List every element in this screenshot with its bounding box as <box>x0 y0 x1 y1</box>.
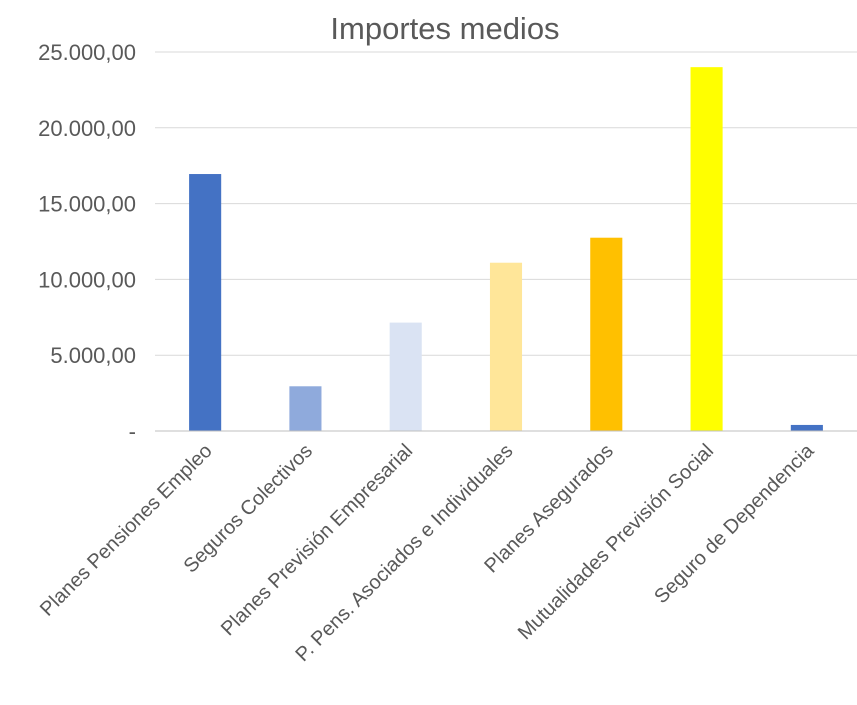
x-category-label: Mutualidades Previsión Social <box>514 440 718 644</box>
bar <box>489 262 523 431</box>
x-category-label: Seguro de Dependencia <box>650 439 819 608</box>
bars <box>189 67 823 431</box>
gridlines <box>155 51 857 356</box>
bar <box>590 237 623 431</box>
bar <box>690 67 723 431</box>
bar <box>289 386 322 431</box>
y-tick-label: 10.000,00 <box>38 267 136 292</box>
bar <box>389 322 422 431</box>
y-tick-label: 5.000,00 <box>50 343 136 368</box>
x-category-label: P. Pens. Asociados e Individuales <box>292 440 518 666</box>
y-tick-label: 25.000,00 <box>38 40 136 65</box>
y-tick-label: - <box>129 419 136 444</box>
y-tick-label: 15.000,00 <box>38 192 136 217</box>
bar <box>189 174 222 431</box>
bar <box>790 424 823 431</box>
y-tick-label: 20.000,00 <box>38 116 136 141</box>
chart-title: Importes medios <box>330 11 559 46</box>
y-axis-tick-labels: - 5.000,00 10.000,00 15.000,00 20.000,00 25.0… <box>38 40 136 444</box>
x-category-label: Planes Previsión Empresarial <box>217 440 417 640</box>
x-category-label: Planes Pensiones Empleo <box>36 440 217 621</box>
